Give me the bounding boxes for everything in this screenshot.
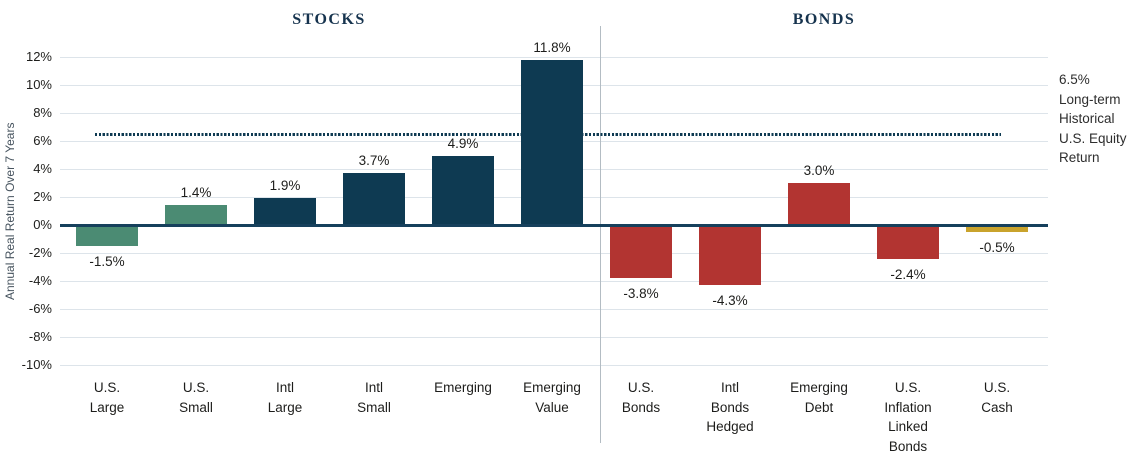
y-axis-tick-label: 10%: [25, 77, 52, 92]
y-axis-tick-label: -4%: [28, 273, 52, 288]
gridline: [60, 336, 1048, 338]
gridline: [60, 252, 1048, 254]
bar-value-label: 1.4%: [180, 185, 212, 201]
annotation-line: Return: [1059, 150, 1100, 165]
category-label: U.S. Large: [89, 380, 125, 415]
y-axis-title: Annual Real Return Over 7 Years: [3, 122, 17, 300]
category-label: Intl Large: [267, 380, 303, 415]
y-axis-tick-label: 6%: [33, 133, 52, 148]
y-axis-tick-label: -10%: [21, 357, 52, 372]
bar: [788, 183, 850, 225]
y-axis-tick-label: -2%: [28, 245, 52, 260]
section-divider-line: [600, 26, 601, 443]
bar-value-label: 4.9%: [447, 136, 479, 152]
bar: [877, 225, 939, 259]
category-label: Emerging Debt: [790, 380, 848, 415]
bar: [432, 156, 494, 225]
category-label: U.S. Inflation Linked Bonds: [884, 380, 932, 454]
category-label: U.S. Small: [179, 380, 213, 415]
bar: [521, 59, 583, 225]
bar: [966, 225, 1028, 232]
bar: [165, 205, 227, 225]
bar-value-label: 1.9%: [269, 178, 301, 194]
category-label: Emerging Value: [523, 380, 581, 415]
zero-axis-line: [60, 224, 1048, 227]
category-label: Emerging: [434, 380, 492, 395]
bar-value-label: -4.3%: [712, 293, 748, 309]
y-axis-tick-label: 12%: [25, 49, 52, 64]
category-label: Intl Small: [357, 380, 391, 415]
y-axis-tick-label: -6%: [28, 301, 52, 316]
bar-value-label: -1.5%: [89, 254, 125, 269]
annotation-line: Long-term: [1059, 91, 1121, 107]
bar-value-label: 11.8%: [533, 39, 571, 55]
annotation-line: Historical: [1059, 111, 1115, 126]
category-label: Intl Bonds Hedged: [706, 380, 754, 434]
gridline: [60, 280, 1048, 282]
bar: [254, 198, 316, 225]
gridline: [60, 56, 1048, 58]
section-title-bonds: BONDS: [792, 11, 856, 28]
bar: [610, 225, 672, 279]
y-axis-tick-label: 8%: [33, 105, 52, 120]
bar: [343, 173, 405, 225]
annotation-line: U.S. Equity: [1059, 130, 1127, 146]
bar-value-label: -3.8%: [623, 286, 659, 302]
section-title-stocks: STOCKS: [292, 11, 366, 28]
bar-value-label: -2.4%: [890, 266, 926, 282]
y-axis-tick-label: 2%: [33, 189, 52, 204]
reference-dotted-line: [95, 133, 1001, 136]
gridline: [60, 364, 1048, 366]
y-axis-tick-label: 0%: [33, 217, 52, 232]
reference-line-annotation: 6.5% Long-term Historical U.S. Equity Re…: [1059, 70, 1131, 168]
y-axis-tick-label: -8%: [28, 329, 52, 344]
bar-value-label: 3.7%: [358, 153, 390, 169]
bar: [699, 225, 761, 286]
category-label: U.S. Cash: [981, 380, 1013, 415]
y-axis-tick-label: 4%: [33, 161, 52, 176]
category-label: U.S. Bonds: [621, 380, 661, 415]
bar-value-label: 3.0%: [803, 163, 835, 178]
bar: [76, 225, 138, 246]
gridline: [60, 308, 1048, 310]
bar-value-label: -0.5%: [979, 240, 1015, 255]
annotation-line: 6.5%: [1059, 72, 1090, 87]
